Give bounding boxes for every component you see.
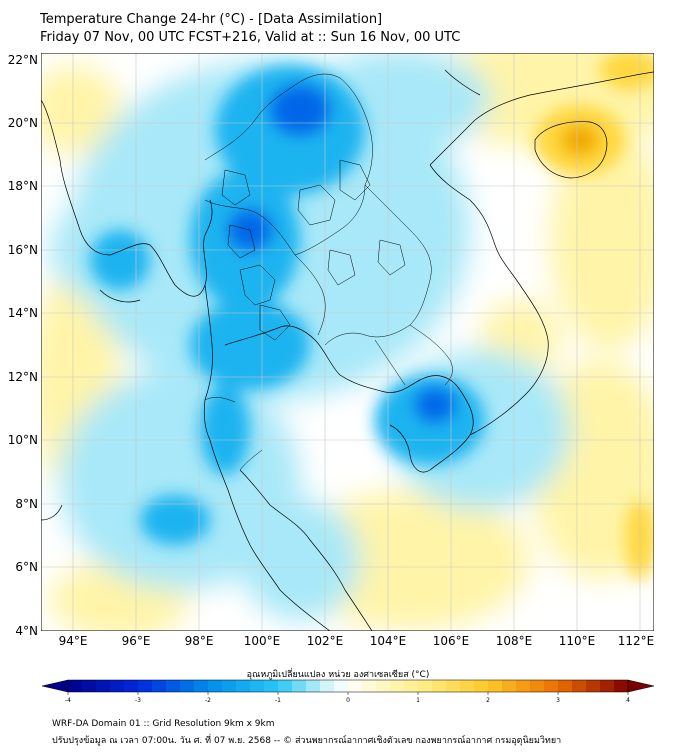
borders bbox=[204, 73, 453, 471]
colorbar-tick-label: 1 bbox=[416, 697, 420, 704]
colorbar-tick-label: -1 bbox=[275, 697, 281, 704]
colorbar-cell bbox=[194, 680, 209, 692]
colorbar-cell bbox=[278, 680, 293, 692]
colorbar-title: อุณหภูมิเปลี่ยนแปลง หน่วย องศาเซลเซียส (… bbox=[246, 670, 430, 680]
colorbar-cell bbox=[600, 680, 615, 692]
colorbar-cell bbox=[82, 680, 97, 692]
longitude-labels: 94°E 96°E 98°E 100°E 102°E 104°E 106°E 1… bbox=[59, 634, 655, 648]
colorbar-cell bbox=[572, 680, 587, 692]
colorbar-cell bbox=[432, 680, 447, 692]
colorbar-cell bbox=[222, 680, 237, 692]
colorbar-tick-label: 3 bbox=[556, 697, 560, 704]
colorbar-cell bbox=[250, 680, 265, 692]
map-subtitle: Friday 07 Nov, 00 UTC FCST+216, Valid at… bbox=[40, 30, 461, 45]
colorbar-tick-label: -2 bbox=[205, 697, 211, 704]
colorbar-cell bbox=[138, 680, 153, 692]
colorbar-tick-label: -4 bbox=[65, 697, 71, 704]
lon-label: 104°E bbox=[370, 634, 407, 648]
colorbar-cell bbox=[180, 680, 195, 692]
colorbar-cell bbox=[306, 680, 321, 692]
colorbar-cell bbox=[558, 680, 573, 692]
lat-label: 4°N bbox=[15, 624, 38, 638]
colorbar-cell bbox=[236, 680, 251, 692]
colorbar-cell bbox=[362, 680, 377, 692]
footer-model-info: WRF-DA Domain 01 :: Grid Resolution 9km … bbox=[52, 719, 275, 729]
colorbar-left-arrow bbox=[41, 679, 69, 693]
colorbar-tick-label: 0 bbox=[346, 697, 350, 704]
lat-label: 20°N bbox=[8, 116, 38, 130]
lat-label: 6°N bbox=[15, 560, 38, 574]
colorbar-cell bbox=[586, 680, 601, 692]
colorbar-ticks: -4 -3 -2 -1 0 1 2 3 4 bbox=[65, 692, 630, 704]
lat-label: 8°N bbox=[15, 497, 38, 511]
colorbar-cell bbox=[418, 680, 433, 692]
colorbar-cell bbox=[320, 680, 335, 692]
colorbar-tick-label: 4 bbox=[626, 697, 630, 704]
colorbar-cell bbox=[334, 680, 349, 692]
lon-label: 106°E bbox=[433, 634, 470, 648]
lat-label: 12°N bbox=[8, 370, 38, 384]
colorbar-cell bbox=[264, 680, 279, 692]
colorbar-cell bbox=[460, 680, 475, 692]
gridlines bbox=[41, 53, 654, 631]
colorbar-cell bbox=[124, 680, 139, 692]
colorbar-cell bbox=[110, 680, 125, 692]
colorbar-cell bbox=[614, 680, 629, 692]
colorbar-cell bbox=[446, 680, 461, 692]
latitude-labels: 22°N 20°N 18°N 16°N 14°N 12°N 10°N 8°N 6… bbox=[8, 53, 38, 638]
colorbar-right-arrow bbox=[627, 679, 655, 693]
colorbar-cell bbox=[404, 680, 419, 692]
lat-label: 22°N bbox=[8, 53, 38, 67]
colorbar-cell bbox=[376, 680, 391, 692]
coastlines bbox=[41, 69, 654, 631]
colorbar-cell bbox=[516, 680, 531, 692]
colorbar-cell bbox=[166, 680, 181, 692]
colorbar-cell bbox=[390, 680, 405, 692]
colorbar-cell bbox=[208, 680, 223, 692]
colorbar-cell bbox=[96, 680, 111, 692]
colorbar-cell bbox=[152, 680, 167, 692]
colorbar: -4 -3 -2 -1 0 1 2 3 4 bbox=[41, 679, 655, 704]
temperature-field bbox=[41, 53, 654, 631]
colorbar-tick-label: -3 bbox=[135, 697, 141, 704]
map-title: Temperature Change 24-hr (°C) - [Data As… bbox=[40, 12, 383, 27]
colorbar-cell bbox=[544, 680, 559, 692]
colorbar-cell bbox=[474, 680, 489, 692]
lon-label: 110°E bbox=[559, 634, 596, 648]
lon-label: 98°E bbox=[185, 634, 214, 648]
lat-label: 14°N bbox=[8, 306, 38, 320]
colorbar-tick-label: 2 bbox=[486, 697, 490, 704]
lon-label: 102°E bbox=[307, 634, 344, 648]
lon-label: 96°E bbox=[122, 634, 151, 648]
lon-label: 94°E bbox=[59, 634, 88, 648]
lat-label: 18°N bbox=[8, 179, 38, 193]
colorbar-cell bbox=[488, 680, 503, 692]
lat-label: 10°N bbox=[8, 433, 38, 447]
colorbar-cell bbox=[502, 680, 517, 692]
colorbar-cell bbox=[530, 680, 545, 692]
lon-label: 100°E bbox=[244, 634, 281, 648]
lat-label: 16°N bbox=[8, 243, 38, 257]
colorbar-cell bbox=[348, 680, 363, 692]
colorbar-cell bbox=[292, 680, 307, 692]
lon-label: 112°E bbox=[618, 634, 655, 648]
colorbar-cells bbox=[68, 680, 629, 692]
lon-label: 108°E bbox=[496, 634, 533, 648]
colorbar-cell bbox=[68, 680, 83, 692]
footer-credit: ปรับปรุงข้อมูล ณ เวลา 07:00น. วัน ศ. ที่… bbox=[52, 736, 562, 746]
